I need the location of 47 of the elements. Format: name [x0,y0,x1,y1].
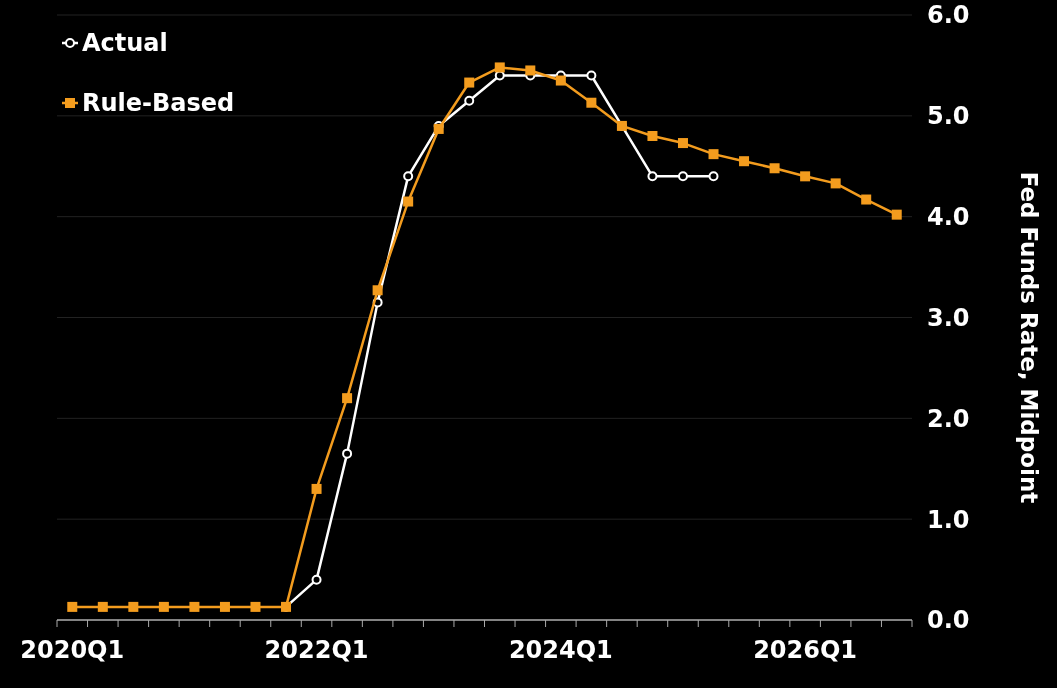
x-tick-label: 2020Q1 [20,636,125,664]
point [677,171,688,182]
point [128,601,139,612]
point [372,285,383,296]
point [189,601,200,612]
point [219,601,230,612]
point [403,196,414,207]
y-tick-label: 1.0 [927,505,970,534]
point [403,171,414,182]
y-tick-label: 6.0 [927,1,970,30]
point [586,70,597,81]
point [800,171,811,182]
legend-label: Actual [82,29,168,58]
point [311,574,322,585]
point [739,156,750,167]
point [891,209,902,220]
point [158,601,169,612]
point [250,601,261,612]
y-tick-label: 5.0 [927,102,970,131]
point [464,95,475,106]
y-tick-label: 2.0 [927,404,970,433]
legend-label: Rule-Based [82,89,235,118]
point [708,171,719,182]
y-tick-label: 3.0 [927,303,970,332]
point [586,97,597,108]
point [555,75,566,86]
point [708,149,719,160]
point [861,194,872,205]
point [647,131,658,141]
point [464,77,475,88]
point [311,483,322,494]
point [677,138,688,149]
y-axis-title: Fed Funds Rate, Midpoint [1016,171,1042,504]
point [97,601,108,612]
point [830,178,841,189]
point [67,601,78,612]
point [769,163,780,174]
point [342,393,353,404]
x-tick-label: 2024Q1 [508,636,613,664]
x-tick-label: 2022Q1 [264,636,369,664]
y-tick-label: 0.0 [927,606,970,635]
point [342,448,353,459]
y-tick-label: 4.0 [927,203,970,232]
point [525,65,536,76]
x-tick-label: 2026Q1 [753,636,858,664]
point [494,62,505,73]
point [647,171,658,182]
